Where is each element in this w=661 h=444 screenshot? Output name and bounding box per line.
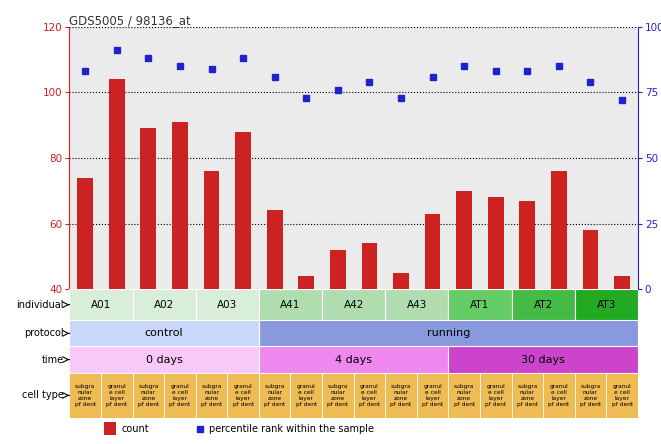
Bar <box>259 289 322 320</box>
Bar <box>330 250 346 420</box>
Bar <box>574 289 638 320</box>
Bar <box>227 373 259 418</box>
Bar <box>456 191 472 420</box>
Text: A03: A03 <box>217 300 237 310</box>
Text: subgra
nular
zone
pf dent: subgra nular zone pf dent <box>264 384 286 407</box>
Bar <box>267 210 283 420</box>
Bar <box>385 373 417 418</box>
Bar <box>164 373 196 418</box>
Text: subgra
nular
zone
pf dent: subgra nular zone pf dent <box>580 384 601 407</box>
Bar <box>551 171 567 420</box>
Text: protocol: protocol <box>24 329 63 338</box>
Bar <box>606 373 638 418</box>
Bar <box>582 230 598 420</box>
Text: subgra
nular
zone
pf dent: subgra nular zone pf dent <box>391 384 412 407</box>
Bar <box>69 373 101 418</box>
Bar <box>362 243 377 420</box>
Bar <box>204 171 219 420</box>
Bar <box>141 128 156 420</box>
Text: subgra
nular
zone
pf dent: subgra nular zone pf dent <box>453 384 475 407</box>
Text: AT2: AT2 <box>533 300 553 310</box>
Bar <box>393 273 409 420</box>
Text: count: count <box>122 424 149 434</box>
Text: granul
e cell
layer
pf dent: granul e cell layer pf dent <box>549 384 570 407</box>
Bar <box>101 373 133 418</box>
Bar <box>259 373 290 418</box>
Text: 0 days: 0 days <box>145 355 182 365</box>
Bar <box>196 373 227 418</box>
Bar <box>69 320 259 346</box>
Text: AT1: AT1 <box>471 300 490 310</box>
Bar <box>196 289 259 320</box>
Bar <box>512 373 543 418</box>
Text: percentile rank within the sample: percentile rank within the sample <box>209 424 373 434</box>
Bar <box>543 373 574 418</box>
Text: A41: A41 <box>280 300 301 310</box>
Bar <box>520 201 535 420</box>
Bar <box>69 346 259 373</box>
Bar <box>574 373 606 418</box>
Bar <box>448 373 480 418</box>
Bar <box>614 276 630 420</box>
Text: granul
e cell
layer
pf dent: granul e cell layer pf dent <box>422 384 443 407</box>
Bar <box>104 422 116 435</box>
Bar <box>512 289 574 320</box>
Text: granul
e cell
layer
pf dent: granul e cell layer pf dent <box>169 384 190 407</box>
Text: cell type: cell type <box>22 390 63 400</box>
Bar <box>290 373 322 418</box>
Bar <box>385 289 448 320</box>
Text: subgra
nular
zone
pf dent: subgra nular zone pf dent <box>137 384 159 407</box>
Text: running: running <box>427 329 470 338</box>
Text: time: time <box>42 355 63 365</box>
Text: granul
e cell
layer
pf dent: granul e cell layer pf dent <box>106 384 128 407</box>
Bar <box>172 122 188 420</box>
Text: granul
e cell
layer
pf dent: granul e cell layer pf dent <box>485 384 506 407</box>
Text: 4 days: 4 days <box>335 355 372 365</box>
Text: A01: A01 <box>91 300 111 310</box>
Text: AT3: AT3 <box>597 300 616 310</box>
Text: subgra
nular
zone
pf dent: subgra nular zone pf dent <box>327 384 348 407</box>
Text: control: control <box>145 329 184 338</box>
Text: A02: A02 <box>154 300 175 310</box>
Bar <box>69 289 133 320</box>
Bar <box>322 373 354 418</box>
Text: individual: individual <box>17 300 63 310</box>
Bar <box>259 346 448 373</box>
Bar <box>354 373 385 418</box>
Text: granul
e cell
layer
pf dent: granul e cell layer pf dent <box>295 384 317 407</box>
Text: granul
e cell
layer
pf dent: granul e cell layer pf dent <box>359 384 380 407</box>
Bar <box>298 276 314 420</box>
Bar <box>109 79 125 420</box>
Text: A42: A42 <box>344 300 364 310</box>
Bar <box>77 178 93 420</box>
Bar <box>235 132 251 420</box>
Bar <box>133 373 164 418</box>
Bar <box>417 373 448 418</box>
Bar <box>259 320 638 346</box>
Bar <box>133 289 196 320</box>
Text: granul
e cell
layer
pf dent: granul e cell layer pf dent <box>611 384 633 407</box>
Text: GDS5005 / 98136_at: GDS5005 / 98136_at <box>69 14 191 27</box>
Bar <box>448 289 512 320</box>
Text: subgra
nular
zone
pf dent: subgra nular zone pf dent <box>75 384 96 407</box>
Text: granul
e cell
layer
pf dent: granul e cell layer pf dent <box>233 384 254 407</box>
Bar <box>322 289 385 320</box>
Text: subgra
nular
zone
pf dent: subgra nular zone pf dent <box>517 384 538 407</box>
Bar <box>480 373 512 418</box>
Text: A43: A43 <box>407 300 427 310</box>
Bar <box>448 346 638 373</box>
Text: subgra
nular
zone
pf dent: subgra nular zone pf dent <box>201 384 222 407</box>
Bar <box>488 197 504 420</box>
Text: 30 days: 30 days <box>521 355 565 365</box>
Bar <box>424 214 440 420</box>
